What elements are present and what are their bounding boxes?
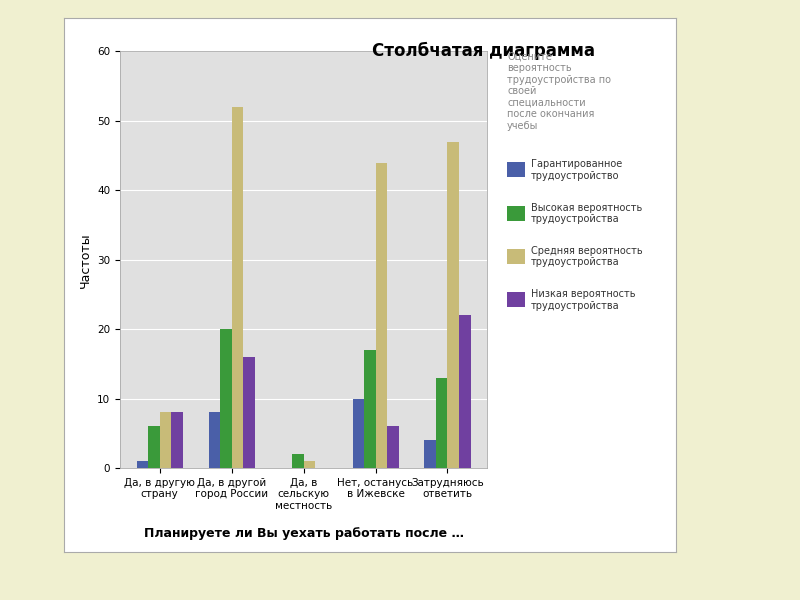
Text: Низкая вероятность
трудоустройства: Низкая вероятность трудоустройства bbox=[531, 289, 636, 311]
Bar bbox=[459, 315, 470, 468]
Bar bbox=[232, 107, 243, 468]
Bar bbox=[447, 142, 459, 468]
Bar bbox=[220, 329, 232, 468]
Bar bbox=[148, 427, 160, 468]
Bar bbox=[425, 440, 436, 468]
Text: Гарантированное
трудоустройство: Гарантированное трудоустройство bbox=[531, 160, 622, 181]
Bar bbox=[160, 412, 171, 468]
Bar bbox=[243, 357, 254, 468]
Bar bbox=[137, 461, 148, 468]
Bar bbox=[292, 454, 303, 468]
Bar bbox=[375, 163, 387, 468]
Text: Оцените
вероятность
трудоустройства по
своей
специальности
после окончания
учебы: Оцените вероятность трудоустройства по с… bbox=[507, 52, 611, 131]
Text: Столбчатая диаграмма: Столбчатая диаграмма bbox=[372, 42, 594, 60]
Text: Средняя вероятность
трудоустройства: Средняя вероятность трудоустройства bbox=[531, 246, 643, 268]
Bar bbox=[364, 350, 375, 468]
Bar bbox=[387, 427, 398, 468]
Bar bbox=[353, 398, 364, 468]
Bar bbox=[436, 378, 447, 468]
Bar bbox=[171, 412, 182, 468]
Bar bbox=[209, 412, 220, 468]
Text: Планируете ли Вы уехать работать после …: Планируете ли Вы уехать работать после … bbox=[144, 527, 464, 540]
Text: Высокая вероятность
трудоустройства: Высокая вероятность трудоустройства bbox=[531, 203, 642, 224]
Bar bbox=[304, 461, 315, 468]
Y-axis label: Частоты: Частоты bbox=[78, 232, 91, 287]
